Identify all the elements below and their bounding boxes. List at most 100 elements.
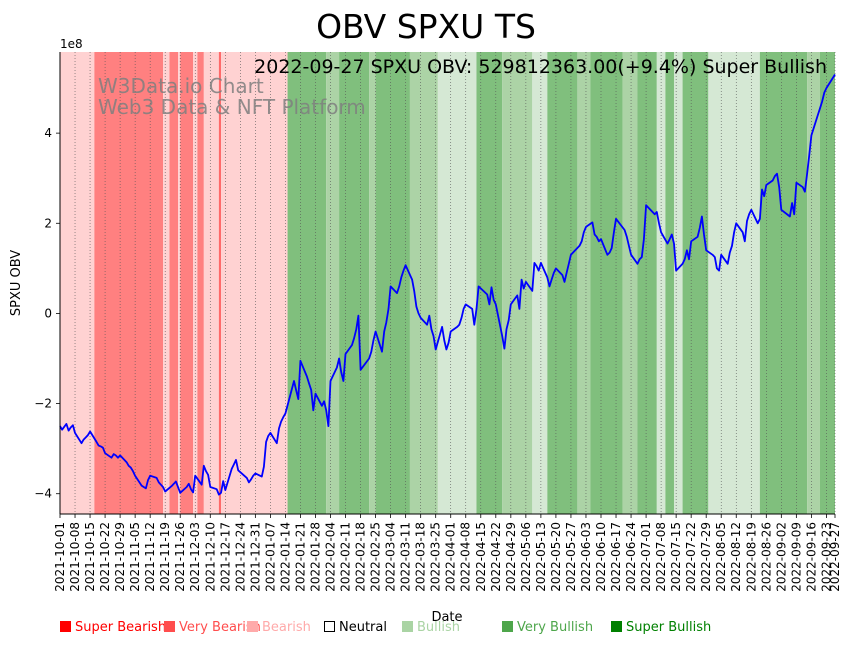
band-8 bbox=[203, 52, 219, 514]
x-tick-label: 2022-06-24 bbox=[624, 522, 638, 592]
x-tick-label: 2021-10-08 bbox=[68, 522, 82, 592]
legend-item: Super Bearish bbox=[60, 620, 166, 635]
band-7 bbox=[197, 52, 204, 514]
band-21 bbox=[547, 52, 578, 514]
band-3 bbox=[169, 52, 179, 514]
x-tick-label: 2022-05-20 bbox=[549, 522, 563, 592]
y-tick-label: −4 bbox=[34, 487, 52, 501]
x-tick-label: 2022-05-27 bbox=[564, 522, 578, 592]
x-tick-label: 2022-07-22 bbox=[684, 522, 698, 592]
legend-item: Bearish bbox=[247, 620, 311, 635]
x-tick-label: 2022-03-04 bbox=[384, 522, 398, 592]
legend-swatch bbox=[60, 621, 71, 632]
legend-swatch bbox=[611, 621, 622, 632]
axes: 2021-10-01 2021-10-08 2021-10-15 2021-10-22… bbox=[34, 52, 842, 592]
background-bands bbox=[60, 52, 835, 514]
band-5 bbox=[180, 52, 194, 514]
x-tick-label: 2022-09-23 bbox=[819, 522, 833, 592]
watermark: W3Data.io Chart Web3 Data & NFT Platform bbox=[98, 74, 366, 119]
legend-label: Neutral bbox=[339, 620, 387, 635]
x-tick-label: 2021-11-26 bbox=[173, 522, 187, 592]
x-tick-label: 2022-01-07 bbox=[263, 522, 277, 592]
x-tick-label: 2021-12-17 bbox=[218, 522, 232, 592]
legend-item: Bullish bbox=[402, 620, 460, 635]
band-18 bbox=[476, 52, 503, 514]
band-4 bbox=[178, 52, 181, 514]
band-32 bbox=[807, 52, 820, 514]
x-tick-label: 2022-02-25 bbox=[369, 522, 383, 592]
legend-label: Super Bullish bbox=[626, 620, 712, 635]
x-tick-label: 2022-04-15 bbox=[474, 522, 488, 592]
band-22 bbox=[577, 52, 591, 514]
x-tick-label: 2022-07-08 bbox=[654, 522, 668, 592]
legend-swatch bbox=[247, 621, 258, 632]
x-tick-label: 2021-11-19 bbox=[158, 522, 172, 592]
band-33 bbox=[819, 52, 835, 514]
x-tick-label: 2022-07-15 bbox=[669, 522, 683, 592]
legend-swatch bbox=[502, 621, 513, 632]
x-tick-label: 2022-04-01 bbox=[444, 522, 458, 592]
legend-item: Very Bearish bbox=[164, 620, 261, 635]
band-11 bbox=[287, 52, 327, 514]
band-12 bbox=[326, 52, 340, 514]
band-9 bbox=[218, 52, 222, 514]
y-tick-label: 2 bbox=[44, 216, 52, 230]
legend-item: Super Bullish bbox=[611, 620, 711, 635]
x-tick-label: 2022-03-11 bbox=[399, 522, 413, 592]
band-1 bbox=[94, 52, 164, 514]
legend-label: Bullish bbox=[417, 620, 461, 635]
x-tick-label: 2022-08-19 bbox=[744, 522, 758, 592]
x-tick-label: 2022-09-02 bbox=[774, 522, 788, 592]
x-tick-label: 2021-11-12 bbox=[143, 522, 157, 592]
legend-label: Super Bearish bbox=[75, 620, 167, 635]
x-tick-label: 2021-10-01 bbox=[53, 522, 67, 592]
x-tick-label: 2022-03-25 bbox=[429, 522, 443, 592]
x-tick-label: 2022-09-09 bbox=[789, 522, 803, 592]
watermark-line-1: W3Data.io Chart bbox=[98, 74, 264, 98]
band-14 bbox=[369, 52, 376, 514]
x-tick-label: 2022-07-01 bbox=[639, 522, 653, 592]
band-29 bbox=[682, 52, 709, 514]
x-tick-label: 2021-12-03 bbox=[188, 522, 202, 592]
band-13 bbox=[339, 52, 370, 514]
x-tick-label: 2022-02-18 bbox=[354, 522, 368, 592]
band-28 bbox=[673, 52, 683, 514]
x-grid bbox=[59, 52, 836, 514]
band-27 bbox=[665, 52, 674, 514]
band-30 bbox=[708, 52, 760, 514]
x-tick-label: 2022-06-10 bbox=[594, 522, 608, 592]
band-24 bbox=[622, 52, 638, 514]
x-axis-label: Date bbox=[431, 610, 462, 625]
x-tick-label: 2021-11-05 bbox=[128, 522, 142, 592]
x-tick-label: 2022-08-26 bbox=[759, 522, 773, 592]
x-tick-label: 2021-12-10 bbox=[203, 522, 217, 592]
x-tick-label: 2022-06-17 bbox=[609, 522, 623, 592]
band-20 bbox=[532, 52, 548, 514]
x-tick-label: 2021-12-31 bbox=[248, 522, 262, 592]
legend-label: Bearish bbox=[262, 620, 311, 635]
x-tick-label: 2022-08-05 bbox=[714, 522, 728, 592]
band-17 bbox=[437, 52, 477, 514]
x-tick-label: 2022-01-21 bbox=[293, 522, 307, 592]
band-2 bbox=[163, 52, 170, 514]
band-15 bbox=[375, 52, 410, 514]
x-tick-label: 2022-01-14 bbox=[278, 522, 292, 592]
y-tick-label: 4 bbox=[44, 126, 52, 140]
x-tick-label: 2022-08-12 bbox=[729, 522, 743, 592]
y-multiplier: 1e8 bbox=[60, 37, 83, 51]
x-tick-label: 2022-07-29 bbox=[699, 522, 713, 592]
chart-title: OBV SPXU TS bbox=[316, 7, 536, 46]
legend-label: Very Bearish bbox=[179, 620, 261, 635]
band-16 bbox=[409, 52, 438, 514]
x-tick-label: 2022-04-08 bbox=[459, 522, 473, 592]
x-tick-label: 2022-05-13 bbox=[534, 522, 548, 592]
x-tick-label: 2021-10-22 bbox=[98, 522, 112, 592]
legend-item: Very Bullish bbox=[502, 620, 593, 635]
x-tick-label: 2021-10-29 bbox=[113, 522, 127, 592]
x-tick-label: 2022-01-28 bbox=[308, 522, 322, 592]
band-19 bbox=[502, 52, 533, 514]
x-tick-label: 2022-06-03 bbox=[579, 522, 593, 592]
x-tick-label: 2021-12-24 bbox=[233, 522, 247, 592]
band-10 bbox=[221, 52, 288, 514]
